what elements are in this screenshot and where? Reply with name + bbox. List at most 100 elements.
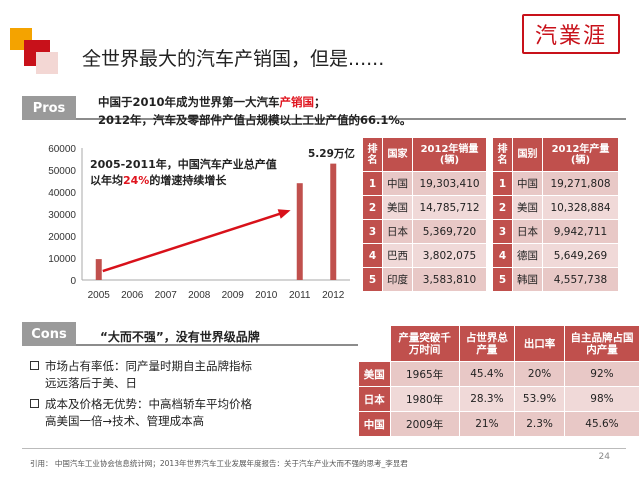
bar-2012 [330,163,337,280]
table-row: 4 德国 5,649,269 [492,243,619,268]
comparison-table: 产量突破千万时间 占世界总产量 出口率 自主品牌占国内产量 美国 1965年 45.4% 20… [358,325,640,437]
table-row: 1 中国 19,271,808 [492,171,619,196]
table-row: 3 日本 9,942,711 [492,219,619,244]
slide-title: 全世界最大的汽车产销国，但是...... [82,48,385,70]
x-tick-label: 2007 [155,290,178,301]
logo: 汽業涯 [522,14,620,54]
table-cell: 45.4% [458,361,516,387]
x-tick-label: 2005 [88,290,111,301]
table-cell: 45.6% [563,411,640,437]
table-cell: 中国 [512,171,543,196]
table-header: 占世界总产量 [458,325,516,362]
table-cell: 中国 [358,411,391,437]
table-header [358,325,391,362]
table-cell: 韩国 [512,267,543,292]
x-tick-label: 2009 [222,290,245,301]
chart-annotation: 2005-2011年，中国汽车产业总产值以年均24%的增速持续增长 [90,157,280,189]
table-cell: 4 [492,243,513,268]
x-tick-label: 2012 [322,290,345,301]
table-cell: 21% [458,411,516,437]
table-cell: 19,303,410 [412,171,487,196]
table-cell: 5,369,720 [412,219,487,244]
x-tick-label: 2011 [289,290,311,301]
table-cell: 28.3% [458,386,516,412]
table-header-row: 排名 国家 2012年销量(辆) [362,137,487,172]
bullet-2-line-2: 高美国一倍→技术、管理成本高 [45,414,205,428]
table-cell: 日本 [358,386,391,412]
cons-divider [22,344,626,346]
table-cell: 5 [362,267,383,292]
table-cell: 2 [492,195,513,220]
table-row: 5 印度 3,583,810 [362,267,487,292]
y-tick-label: 10000 [48,254,76,265]
table-row: 美国 1965年 45.4% 20% 92% [358,361,640,387]
table-row: 中国 2009年 21% 2.3% 45.6% [358,411,640,437]
table-header: 自主品牌占国内产量 [563,325,640,362]
table-header-row: 排名 国别 2012年产量(辆) [492,137,619,172]
table-cell: 5,649,269 [542,243,619,268]
y-tick-label: 20000 [48,232,76,243]
table-cell: 5 [492,267,513,292]
table-header: 国别 [512,137,543,172]
table-header: 排名 [362,137,383,172]
y-tick-label: 0 [70,276,76,287]
bullet-1-line-2: 远远落后于美、日 [45,376,137,390]
sales-table: 排名 国家 2012年销量(辆) 1 中国 19,303,410 2 美国 14,785,712… [362,137,487,292]
table-cell: 1 [492,171,513,196]
x-tick-label: 2008 [188,290,211,301]
cons-bullet-market-share: 市场占有率低：同产量时期自主品牌指标 远远落后于美、日 [30,358,252,392]
table-row: 2 美国 14,785,712 [362,195,487,220]
decor-square-pink [36,52,58,74]
table-cell: 19,271,808 [542,171,619,196]
pros-line-1-prefix: 中国于2010年成为世界第一大汽车 [98,95,280,109]
pros-line-1-suffix: ； [314,95,326,109]
pros-line-2: 2012年，汽车及零部件产值占规模以上工业产值的66.1%。 [98,113,412,127]
y-tick-label: 30000 [48,210,76,221]
table-row: 5 韩国 4,557,738 [492,267,619,292]
chart-annotation-prefix: 2005-2011年，中国汽车产业总产值以年均 [90,158,277,187]
bullet-2-line-1: 成本及价格无优势：中高档轿车平均价格 [45,397,252,411]
footer-divider [22,448,626,449]
pros-line-1: 中国于2010年成为世界第一大汽车产销国； [98,94,326,110]
table-row: 2 美国 10,328,884 [492,195,619,220]
growth-arrow-line [102,210,289,273]
table-header: 产量突破千万时间 [389,325,460,362]
table-cell: 3,583,810 [412,267,487,292]
checkbox-bullet-icon [30,361,39,370]
table-cell: 日本 [382,219,413,244]
table-row: 日本 1980年 28.3% 53.9% 98% [358,386,640,412]
table-cell: 日本 [512,219,543,244]
production-table: 排名 国别 2012年产量(辆) 1 中国 19,271,808 2 美国 10,328,884… [492,137,619,292]
table-cell: 53.9% [514,386,565,412]
x-tick-label: 2010 [255,290,278,301]
bar-2011 [296,183,303,280]
table-cell: 92% [563,361,640,387]
table-cell: 巴西 [382,243,413,268]
table-cell: 20% [514,361,565,387]
table-cell: 中国 [382,171,413,196]
x-tick-label: 2006 [121,290,144,301]
table-header: 2012年产量(辆) [542,137,619,172]
table-cell: 1965年 [389,361,460,387]
pros-tag: Pros [22,96,76,120]
growth-arrow-head [277,209,291,219]
chart-annotation-suffix: 的增速持续增长 [149,174,227,187]
y-tick-label: 60000 [48,144,76,155]
y-tick-label: 40000 [48,188,76,199]
table-header: 出口率 [514,325,565,362]
bar-2005 [95,259,102,280]
pros-line-1-highlight: 产销国 [279,95,315,109]
cons-heading: “大而不强”，没有世界级品牌 [100,330,260,344]
table-cell: 3 [362,219,383,244]
page-number: 24 [598,452,610,462]
table-cell: 4,557,738 [542,267,619,292]
bar-value-label: 5.29万亿 [308,148,355,160]
cons-tag: Cons [22,322,76,346]
table-cell: 印度 [382,267,413,292]
checkbox-bullet-icon [30,399,39,408]
chart-annotation-highlight: 24% [123,174,150,187]
output-value-chart: 0 10000 20000 30000 40000 50000 60000 2005 2006 2… [48,144,350,301]
table-cell: 98% [563,386,640,412]
bullet-1-line-1: 市场占有率低：同产量时期自主品牌指标 [45,359,252,373]
table-row: 4 巴西 3,802,075 [362,243,487,268]
